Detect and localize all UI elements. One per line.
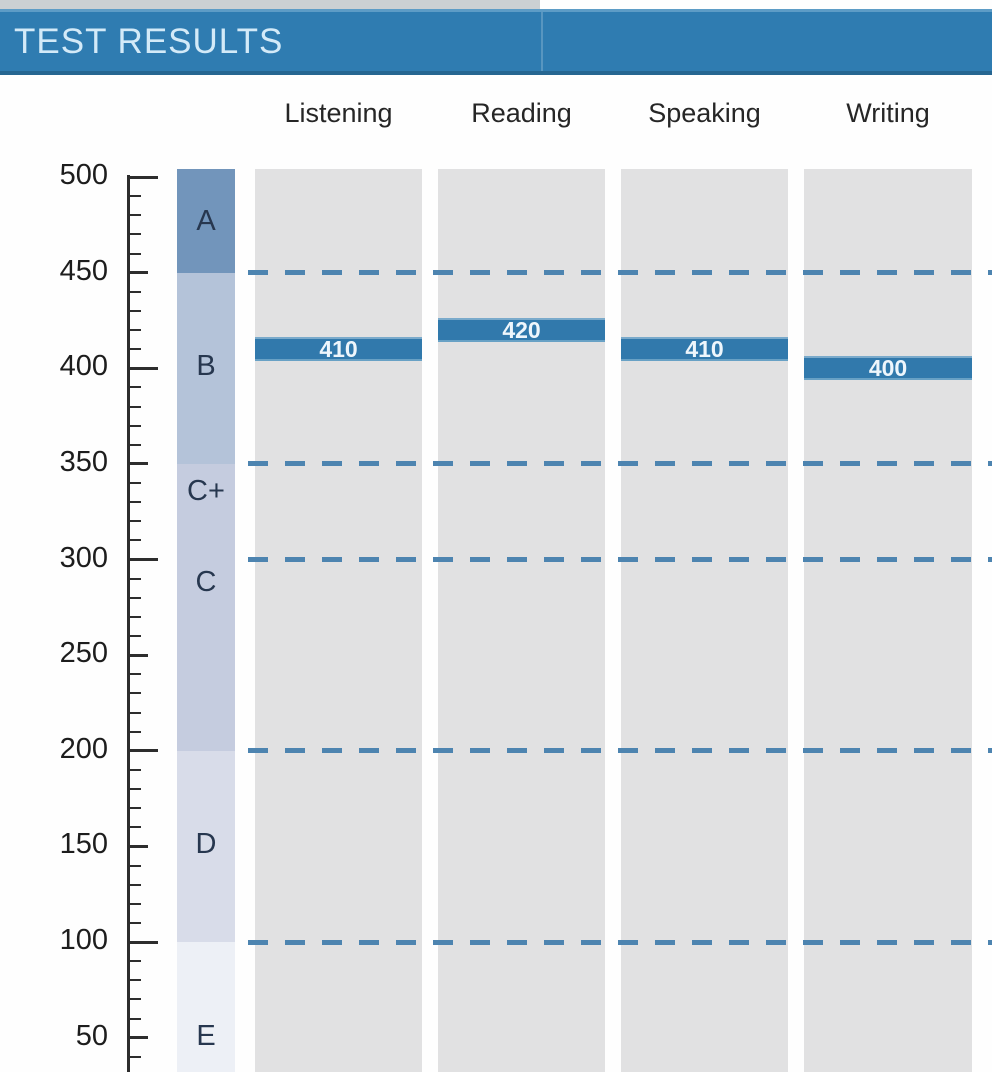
- y-tick-label-350: 350: [59, 445, 108, 478]
- grade-label-b: B: [196, 350, 216, 383]
- grade-label-d: D: [195, 828, 217, 861]
- grade-band-b: [177, 272, 235, 464]
- y-tick-300: [127, 558, 158, 561]
- column-bg-writing: [804, 169, 972, 1072]
- y-tick-460: [127, 252, 141, 255]
- column-label-listening: Listening: [284, 98, 393, 128]
- y-tick-label-250: 250: [59, 637, 108, 670]
- grade-band-c: [177, 559, 235, 751]
- y-tick-label-400: 400: [59, 350, 108, 383]
- header-seam: [541, 12, 543, 71]
- grade-band-e: [177, 942, 235, 1072]
- grade-band-a: [177, 169, 235, 273]
- y-tick-label-50: 50: [75, 1019, 108, 1052]
- y-tick-310: [127, 539, 141, 542]
- top-strip: [0, 0, 540, 9]
- y-tick-170: [127, 807, 141, 810]
- boundary-line-200: [248, 748, 992, 754]
- y-tick-150: [127, 844, 148, 848]
- grade-label-e: E: [196, 1019, 216, 1052]
- y-tick-280: [127, 596, 141, 599]
- column-label-reading: Reading: [471, 98, 572, 128]
- y-tick-240: [127, 673, 141, 676]
- score-bar-speaking: 410: [621, 337, 788, 362]
- y-tick-490: [127, 195, 141, 198]
- y-tick-440: [127, 290, 141, 293]
- column-bg-reading: [438, 169, 605, 1072]
- column-label-speaking: Speaking: [648, 98, 761, 128]
- y-tick-230: [127, 692, 141, 695]
- score-bar-reading: 420: [438, 318, 605, 342]
- y-tick-label-500: 500: [59, 159, 108, 191]
- y-tick-350: [127, 462, 148, 466]
- y-tick-340: [127, 482, 141, 484]
- header-bar: TEST RESULTS: [0, 9, 992, 75]
- y-tick-330: [127, 501, 141, 504]
- y-tick-label-150: 150: [59, 828, 108, 861]
- boundary-line-300: [248, 557, 992, 562]
- y-tick-360: [127, 443, 141, 446]
- y-tick-90: [127, 960, 141, 963]
- y-tick-190: [127, 768, 141, 771]
- y-tick-210: [127, 730, 141, 733]
- y-tick-420: [127, 329, 141, 331]
- column-bg-listening: [255, 169, 422, 1072]
- score-bar-writing: 400: [804, 356, 972, 381]
- y-tick-60: [127, 1017, 141, 1020]
- y-tick-500: [127, 175, 158, 179]
- y-tick-370: [127, 424, 141, 427]
- column-label-writing: Writing: [846, 98, 930, 128]
- score-bar-listening: 410: [255, 337, 422, 362]
- grade-label-a: A: [196, 204, 216, 237]
- y-tick-470: [127, 233, 141, 236]
- y-tick-40: [127, 1055, 141, 1058]
- y-tick-160: [127, 826, 141, 829]
- y-tick-450: [127, 271, 148, 275]
- y-tick-80: [127, 979, 141, 982]
- y-tick-110: [127, 921, 141, 924]
- y-tick-390: [127, 386, 141, 389]
- y-tick-380: [127, 405, 141, 408]
- y-tick-260: [127, 635, 141, 637]
- grade-band-c-plus: [177, 463, 235, 560]
- page-title: TEST RESULTS: [14, 21, 284, 61]
- y-tick-480: [127, 214, 141, 217]
- y-tick-250: [127, 653, 148, 657]
- y-tick-180: [127, 788, 141, 790]
- boundary-line-450: [248, 270, 992, 276]
- y-tick-140: [127, 864, 141, 867]
- y-tick-320: [127, 520, 141, 523]
- y-tick-100: [127, 940, 158, 944]
- y-tick-50: [127, 1036, 148, 1040]
- y-tick-220: [127, 711, 141, 714]
- y-tick-70: [127, 998, 141, 1001]
- y-tick-130: [127, 883, 141, 886]
- y-tick-400: [127, 366, 158, 370]
- y-tick-label-200: 200: [59, 732, 108, 765]
- y-tick-290: [127, 577, 141, 580]
- y-tick-200: [127, 749, 158, 753]
- y-tick-410: [127, 348, 141, 351]
- boundary-line-100: [248, 939, 992, 945]
- y-tick-label-450: 450: [59, 254, 108, 287]
- column-bg-speaking: [621, 169, 788, 1072]
- y-tick-120: [127, 902, 141, 905]
- y-tick-label-300: 300: [59, 541, 108, 574]
- grade-label-c: C: [195, 566, 217, 599]
- y-tick-430: [127, 309, 141, 312]
- grade-band-d: [177, 750, 235, 942]
- boundary-line-350: [248, 461, 992, 467]
- y-tick-label-100: 100: [59, 924, 108, 956]
- grade-label-c-plus: C+: [187, 474, 225, 507]
- y-axis-line: [127, 175, 130, 1072]
- y-tick-270: [127, 615, 141, 618]
